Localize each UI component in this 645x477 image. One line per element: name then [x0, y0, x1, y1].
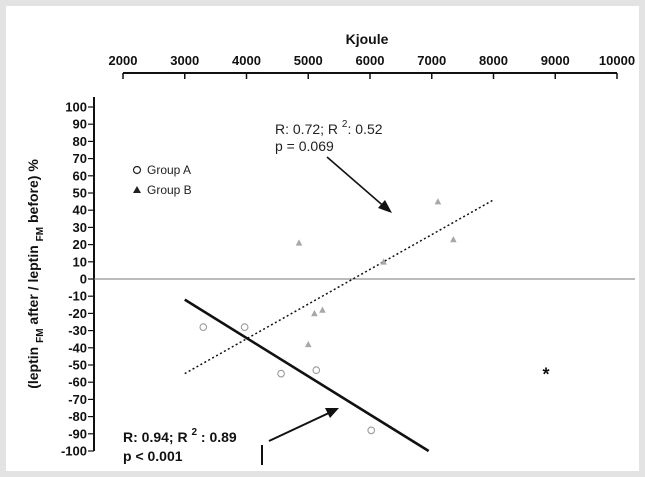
x-tick-label: 2000 — [109, 53, 138, 68]
group-b-arrow — [326, 156, 388, 210]
chart-frame: Kjoule 2000 3000 4000 5000 6000 7000 8000 9000 1… — [6, 6, 639, 471]
legend-label-group-b: Group B — [147, 183, 192, 197]
point-group-b — [295, 239, 303, 246]
y-tick-label: -70 — [68, 392, 87, 407]
y-tick-label: -20 — [68, 306, 87, 321]
y-tick-label: 0 — [80, 272, 87, 287]
point-group-b — [450, 235, 457, 243]
y-tick-label: -80 — [68, 409, 87, 424]
x-tick-label: 8000 — [479, 53, 508, 68]
y-tick-label: 70 — [73, 151, 87, 166]
y-axis: 1009080706050403020100-10-20-30-40-50-60… — [25, 97, 95, 459]
legend-label-group-a: Group A — [147, 163, 191, 177]
y-axis-label: (leptin FM after / leptin FM before) % — [25, 159, 46, 389]
group-a-stats-line-1: R: 0.94; R 2 : 0.89 — [123, 427, 237, 445]
y-axis-label-part-3: before) % — [25, 159, 41, 227]
x-axis-label: Kjoule — [346, 31, 389, 47]
y-tick-label: -40 — [68, 340, 87, 355]
group-b-arrow-head-icon — [378, 200, 392, 213]
y-axis-label-part-1: (leptin — [25, 343, 41, 389]
y-axis-label-sub-1: FM — [35, 328, 46, 342]
point-group-a — [240, 323, 249, 332]
group-a-arrow-head-icon — [325, 408, 339, 418]
x-tick-label: 7000 — [417, 53, 446, 68]
point-group-b — [311, 309, 318, 317]
group-a-arrow — [268, 411, 332, 442]
y-axis-label-sub-2: FM — [35, 227, 46, 241]
x-axis: Kjoule 2000 3000 4000 5000 6000 7000 8000 9000 1… — [109, 31, 635, 79]
regression-lines — [184, 199, 494, 453]
y-tick-label: 80 — [73, 134, 87, 149]
point-group-b — [380, 258, 387, 265]
point-group-b — [434, 198, 442, 205]
y-tick-label: -50 — [68, 358, 87, 373]
y-tick-label: 30 — [73, 220, 87, 235]
point-group-a — [312, 366, 321, 375]
y-axis-label-part-2: after / leptin — [25, 241, 41, 328]
group-a-stats-line-2: p < 0.001 — [123, 448, 183, 464]
x-tick-label: 3000 — [170, 53, 199, 68]
y-tick-label: 50 — [73, 186, 87, 201]
y-tick-label: 10 — [73, 254, 87, 269]
y-tick-label: 20 — [73, 237, 87, 252]
regression-line-group-a — [184, 298, 430, 453]
point-group-a — [277, 369, 285, 378]
group-a-stats-annotation: R: 0.94; R 2 : 0.89 p < 0.001 — [123, 408, 339, 465]
group-b-stats-line-1: R: 0.72; R 2: 0.52 — [275, 119, 383, 137]
x-tick-label: 6000 — [356, 53, 385, 68]
y-tick-label: 100 — [65, 100, 87, 115]
legend: Group A Group B — [132, 163, 192, 197]
scatter-chart: Kjoule 2000 3000 4000 5000 6000 7000 8000 9000 1… — [25, 31, 635, 465]
x-tick-label: 4000 — [232, 53, 261, 68]
y-tick-label: -100 — [61, 444, 87, 459]
x-tick-label: 10000 — [599, 53, 635, 68]
point-group-b — [319, 306, 326, 313]
legend-open-circle-icon — [132, 165, 142, 175]
y-tick-label: -90 — [68, 426, 87, 441]
y-tick-label: 60 — [73, 168, 87, 183]
data-points — [199, 198, 457, 435]
y-tick-label: -60 — [68, 375, 87, 390]
y-tick-label: 40 — [73, 203, 87, 218]
y-tick-label: 90 — [73, 117, 87, 132]
x-tick-label: 5000 — [294, 53, 323, 68]
point-group-a — [199, 323, 208, 332]
x-tick-label: 9000 — [541, 53, 570, 68]
y-tick-label: -30 — [68, 323, 87, 338]
group-b-stats-line-2: p = 0.069 — [275, 138, 334, 154]
y-tick-label: -10 — [68, 289, 87, 304]
outlier-asterisk: * — [542, 365, 549, 385]
point-group-a — [367, 426, 376, 435]
group-b-stats-annotation: R: 0.72; R 2: 0.52 p = 0.069 — [275, 119, 392, 213]
regression-line-group-b — [184, 199, 494, 375]
legend-filled-triangle-icon — [133, 186, 141, 193]
point-group-b — [304, 340, 312, 348]
